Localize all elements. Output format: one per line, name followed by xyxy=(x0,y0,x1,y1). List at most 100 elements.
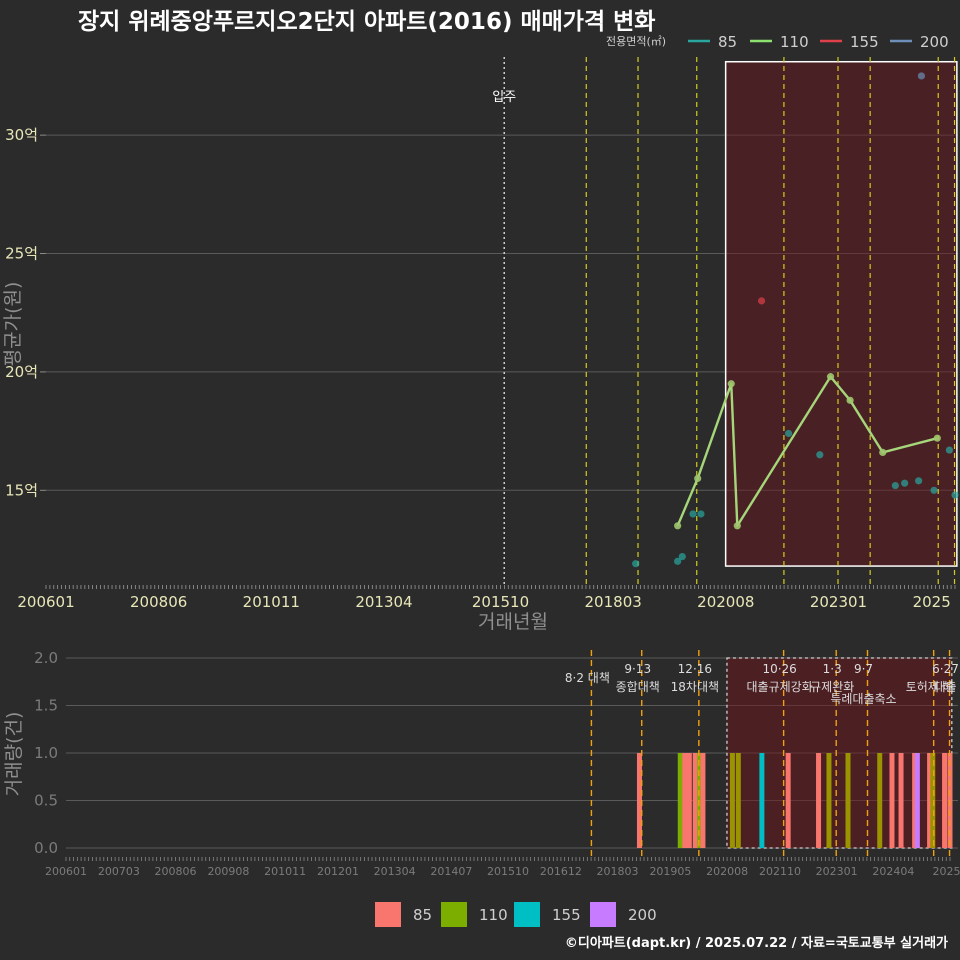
policy-label-name: 대출 xyxy=(934,680,956,694)
y-tick-label: 30억 xyxy=(5,126,38,144)
volume-y-tick-label: 0.5 xyxy=(34,792,58,810)
policy-label-name: 종합대책 xyxy=(616,679,660,694)
data-point-85 xyxy=(891,481,899,490)
volume-bar-110 xyxy=(845,753,851,848)
volume-x-tick-label: 201905 xyxy=(649,865,691,878)
data-point-110 xyxy=(846,396,854,404)
data-point-85 xyxy=(951,491,959,499)
data-point-110 xyxy=(674,522,682,530)
data-point-85 xyxy=(632,560,640,568)
policy-label-date: 6·27 xyxy=(932,662,959,676)
volume-bar-85 xyxy=(942,753,948,848)
policy-label-name: 18차대책 xyxy=(671,679,719,694)
volume-bar-155 xyxy=(759,753,765,848)
policy-label-date: 1·3 xyxy=(823,662,842,676)
data-point-85 xyxy=(697,510,705,518)
volume-bar-110 xyxy=(729,753,735,848)
data-point-110 xyxy=(733,522,741,530)
data-point-85 xyxy=(901,479,909,487)
volume-y-tick-label: 1.5 xyxy=(34,697,58,715)
volume-bar-85 xyxy=(889,753,895,848)
volume-x-tick-label: 201201 xyxy=(317,865,359,878)
data-point-110 xyxy=(933,434,941,442)
volume-bar-110 xyxy=(826,753,832,848)
volume-bar-85 xyxy=(816,753,822,848)
x-tick-label: 201304 xyxy=(355,593,412,611)
y-tick-label: 15억 xyxy=(5,481,38,499)
legend-label-155: 155 xyxy=(850,33,879,51)
data-point-110 xyxy=(727,380,735,388)
volume-legend-label-200: 200 xyxy=(628,906,657,924)
volume-bar-85 xyxy=(912,753,918,848)
series-line-110 xyxy=(676,375,938,528)
volume-x-tick-label: 201510 xyxy=(487,865,529,878)
policy-label-date: 9·13 xyxy=(624,662,651,676)
volume-legend-swatch-155 xyxy=(514,902,540,927)
volume-bar-85 xyxy=(700,753,706,848)
chart-title: 장지 위례중앙푸르지오2단지 아파트(2016) 매매가격 변화 xyxy=(78,9,655,35)
volume-x-tick-label: 202301 xyxy=(816,865,858,878)
policy-label-name: 특례대출축소 xyxy=(830,692,896,706)
data-point-85 xyxy=(678,552,686,561)
y-tick-label: 25억 xyxy=(5,245,38,263)
legend-label-85: 85 xyxy=(718,33,737,51)
x-tick-label: 200601 xyxy=(17,593,74,611)
policy-label-date: 8·2 대책 xyxy=(565,670,610,685)
policy-label-date: 10·26 xyxy=(762,662,796,676)
x-tick-label: 202301 xyxy=(810,593,867,611)
y-axis-title: 평균가(원) xyxy=(2,282,24,367)
volume-x-tick-label: 200908 xyxy=(207,865,249,878)
data-point-110 xyxy=(826,373,835,381)
x-tick-label: 202008 xyxy=(697,593,754,611)
volume-x-tick-label: 201407 xyxy=(430,865,472,878)
bottom-legend: 85 110 155 200 xyxy=(375,902,657,927)
move-in-label: 입주 xyxy=(492,90,516,105)
data-point-85 xyxy=(784,429,793,438)
volume-chart: 0.0 0.5 1.0 1.5 2.0 8·2 대책 9·13 종합대책 12·16 18차대책 1… xyxy=(34,649,960,878)
volume-bar-110 xyxy=(930,753,936,848)
data-point-85 xyxy=(816,451,824,459)
policy-label-date: 12·16 xyxy=(678,662,712,676)
x-tick-label: 201011 xyxy=(243,593,300,611)
x-tick-label: 2025 xyxy=(913,593,951,611)
top-legend: 전용면적(㎡) 85 110 155 200 xyxy=(606,33,949,51)
data-point-110 xyxy=(879,448,887,457)
volume-bar-85 xyxy=(785,753,791,848)
volume-bar-110 xyxy=(697,753,703,848)
volume-bar-85 xyxy=(692,753,698,848)
volume-legend-label-110: 110 xyxy=(479,906,508,924)
volume-x-tick-label: 201011 xyxy=(264,865,306,878)
volume-bar-85 xyxy=(927,753,933,848)
volume-bar-85 xyxy=(636,753,642,848)
volume-legend-swatch-200 xyxy=(590,902,616,927)
policy-label-date: 9·7 xyxy=(854,662,873,676)
policy-label-name: 대출규제강화 xyxy=(747,680,813,694)
data-point-85 xyxy=(689,510,697,518)
volume-bar-110 xyxy=(735,753,741,848)
volume-bar-110 xyxy=(677,753,683,848)
data-point-85 xyxy=(945,446,954,454)
volume-y-tick-label: 1.0 xyxy=(34,744,58,762)
footer-credit: ©디아파트(dapt.kr) / 2025.07.22 / 자료=국토교통부 실… xyxy=(565,935,948,951)
volume-bar-85 xyxy=(898,753,904,848)
x-tick-label: 201510 xyxy=(472,593,529,611)
volume-bar-200 xyxy=(914,753,920,848)
policy-label-name: 규제완화 xyxy=(810,680,854,694)
data-point-85 xyxy=(915,477,923,485)
volume-x-tick-label: 200806 xyxy=(155,865,197,878)
y-tick-label: 20억 xyxy=(5,363,38,381)
volume-x-tick-label: 20250 xyxy=(933,865,960,878)
volume-x-tick-label: 202008 xyxy=(706,865,748,878)
volume-x-tick-label: 201803 xyxy=(597,865,639,878)
data-point-200 xyxy=(917,72,926,80)
x-tick-label: 200806 xyxy=(130,593,187,611)
volume-x-tick-label: 201612 xyxy=(540,865,582,878)
volume-x-tick-label: 201304 xyxy=(374,865,416,878)
volume-y-tick-label: 2.0 xyxy=(34,649,58,667)
data-point-110 xyxy=(694,474,702,483)
x-tick-label: 201803 xyxy=(585,593,642,611)
data-point-85 xyxy=(674,557,682,565)
volume-legend-label-85: 85 xyxy=(413,906,432,924)
x-axis-title: 거래년월 xyxy=(478,611,548,633)
